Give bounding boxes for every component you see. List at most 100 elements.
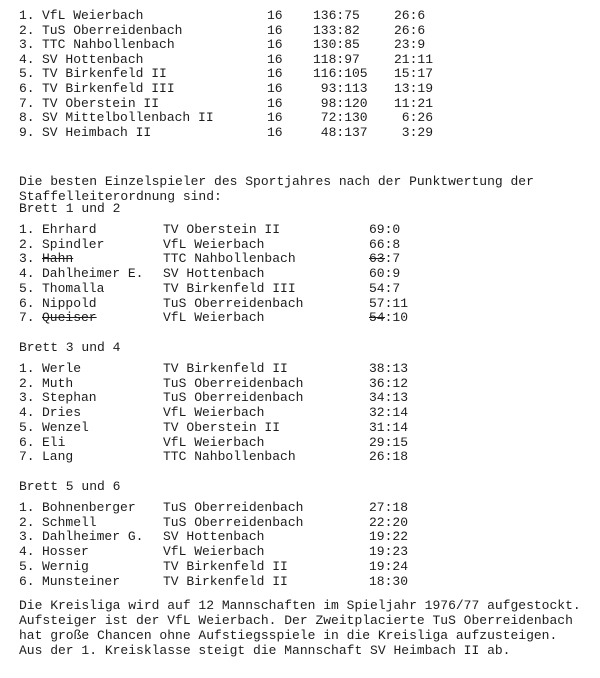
player-name: Queiser bbox=[42, 310, 97, 325]
rank: 3. bbox=[19, 529, 35, 544]
team-name: SV Hottenbach bbox=[42, 52, 144, 67]
score: 31:14 bbox=[369, 420, 409, 435]
rank: 3. bbox=[19, 390, 35, 405]
score: 54:10 bbox=[369, 310, 409, 325]
rank: 4. bbox=[19, 405, 35, 420]
rank: 4. bbox=[19, 52, 35, 67]
sets: 93:113 bbox=[320, 81, 368, 96]
player-row: 5. Wernig TV Birkenfeld II 19:24 bbox=[19, 560, 600, 574]
player-row: 6. Nippold TuS Oberreidenbach 57:11 bbox=[19, 297, 600, 311]
club-name: VfL Weierbach bbox=[163, 405, 265, 420]
rank: 6. bbox=[19, 81, 35, 96]
board-heading: Brett 1 und 2 bbox=[19, 201, 121, 216]
club-name: TV Oberstein II bbox=[163, 420, 281, 435]
rank: 7. bbox=[19, 96, 35, 111]
games-played: 16 bbox=[267, 110, 283, 125]
intro-text: Die besten Einzelspieler des Sportjahres… bbox=[19, 174, 534, 189]
club-name: VfL Weierbach bbox=[163, 435, 265, 450]
sets: 130:85 bbox=[313, 37, 360, 52]
points: 26:6 bbox=[394, 23, 426, 38]
rank: 4. bbox=[19, 266, 35, 281]
rank: 4. bbox=[19, 544, 35, 559]
rank: 9. bbox=[19, 125, 35, 140]
score: 34:13 bbox=[369, 390, 409, 405]
standings-row: 4. SV Hottenbach 16 118:97 21:11 bbox=[19, 53, 600, 67]
rank: 7. bbox=[19, 310, 35, 325]
player-name: Schmell bbox=[42, 515, 97, 530]
club-name: TV Oberstein II bbox=[163, 222, 281, 237]
player-name: Stephan bbox=[42, 390, 97, 405]
score: 66:8 bbox=[369, 237, 401, 252]
standings-row: 6. TV Birkenfeld III 16 93:113 13:19 bbox=[19, 82, 600, 96]
rank: 1. bbox=[19, 361, 35, 376]
team-name: TV Birkenfeld II bbox=[42, 66, 167, 81]
player-row: 1. Ehrhard TV Oberstein II 69:0 bbox=[19, 223, 600, 237]
player-name: Bohnenberger bbox=[42, 500, 136, 515]
rank: 6. bbox=[19, 296, 35, 311]
score: 19:22 bbox=[369, 529, 409, 544]
rank: 8. bbox=[19, 110, 35, 125]
closing-text: Aufsteiger ist der VfL Weierbach. Der Zw… bbox=[19, 613, 573, 628]
club-name: SV Hottenbach bbox=[163, 529, 265, 544]
player-name: Dahlheimer G. bbox=[42, 529, 144, 544]
player-row: 2. Spindler VfL Weierbach 66:8 bbox=[19, 238, 600, 252]
club-name: TuS Oberreidenbach bbox=[163, 515, 304, 530]
score: 22:20 bbox=[369, 515, 409, 530]
player-name: Lang bbox=[42, 449, 74, 464]
games-played: 16 bbox=[267, 81, 283, 96]
closing-text: Aus der 1. Kreisklasse steigt die Mannsc… bbox=[19, 643, 511, 658]
player-name: Thomalla bbox=[42, 281, 105, 296]
rank: 2. bbox=[19, 23, 35, 38]
player-row: 3. Stephan TuS Oberreidenbach 34:13 bbox=[19, 391, 600, 405]
player-name: Wernig bbox=[42, 559, 89, 574]
player-name: Eli bbox=[42, 435, 66, 450]
closing-text: hat große Chancen ohne Aufstiegsspiele i… bbox=[19, 628, 558, 643]
player-row: 1. Bohnenberger TuS Oberreidenbach 27:18 bbox=[19, 501, 600, 515]
score: 26:18 bbox=[369, 449, 409, 464]
player-name: Nippold bbox=[42, 296, 97, 311]
player-row: 2. Muth TuS Oberreidenbach 36:12 bbox=[19, 377, 600, 391]
rank: 5. bbox=[19, 559, 35, 574]
standings-row: 8. SV Mittelbollenbach II 16 72:130 6:26 bbox=[19, 111, 600, 125]
club-name: TTC Nahbollenbach bbox=[163, 449, 296, 464]
standings-row: 1. VfL Weierbach 16 136:75 26:6 bbox=[19, 9, 600, 23]
rank: 2. bbox=[19, 237, 35, 252]
club-name: TuS Oberreidenbach bbox=[163, 376, 304, 391]
sets: 133:82 bbox=[313, 23, 360, 38]
score: 57:11 bbox=[369, 296, 409, 311]
rank: 2. bbox=[19, 376, 35, 391]
games-played: 16 bbox=[267, 96, 283, 111]
standings-row: 2. TuS Oberreidenbach 16 133:82 26:6 bbox=[19, 24, 600, 38]
score: 38:13 bbox=[369, 361, 409, 376]
rank: 1. bbox=[19, 8, 35, 23]
player-row: 6. Eli VfL Weierbach 29:15 bbox=[19, 436, 600, 450]
player-row: 4. Hosser VfL Weierbach 19:23 bbox=[19, 545, 600, 559]
rank: 1. bbox=[19, 500, 35, 515]
player-name: Hosser bbox=[42, 544, 89, 559]
points: 6:26 bbox=[401, 110, 434, 125]
score: 63:7 bbox=[369, 251, 401, 266]
player-row: 1. Werle TV Birkenfeld II 38:13 bbox=[19, 362, 600, 376]
player-row: 3. Dahlheimer G. SV Hottenbach 19:22 bbox=[19, 530, 600, 544]
sets: 72:130 bbox=[320, 110, 368, 125]
sets: 98:120 bbox=[320, 96, 368, 111]
team-name: TV Oberstein II bbox=[42, 96, 160, 111]
team-name: SV Heimbach II bbox=[42, 125, 152, 140]
board-heading: Brett 3 und 4 bbox=[19, 340, 121, 355]
points: 11:21 bbox=[394, 96, 434, 111]
games-played: 16 bbox=[267, 37, 283, 52]
player-name: Munsteiner bbox=[42, 574, 121, 589]
score: 18:30 bbox=[369, 574, 409, 589]
standings-row: 3. TTC Nahbollenbach 16 130:85 23:9 bbox=[19, 38, 600, 52]
player-name: Dries bbox=[42, 405, 82, 420]
board-heading: Brett 5 und 6 bbox=[19, 479, 121, 494]
standings-row: 5. TV Birkenfeld II 16 116:105 15:17 bbox=[19, 67, 600, 81]
player-row: 5. Thomalla TV Birkenfeld III 54:7 bbox=[19, 282, 600, 296]
club-name: SV Hottenbach bbox=[163, 266, 265, 281]
club-name: TV Birkenfeld II bbox=[163, 559, 288, 574]
team-name: VfL Weierbach bbox=[42, 8, 144, 23]
player-row: 3. Hahn TTC Nahbollenbach 63:7 bbox=[19, 252, 600, 266]
team-name: TTC Nahbollenbach bbox=[42, 37, 175, 52]
standings-row: 7. TV Oberstein II 16 98:120 11:21 bbox=[19, 97, 600, 111]
games-played: 16 bbox=[267, 52, 283, 67]
